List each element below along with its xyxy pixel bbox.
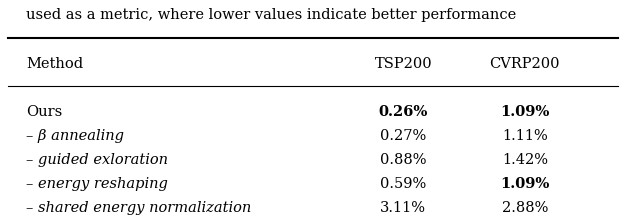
Text: – guided exloration: – guided exloration <box>26 153 168 167</box>
Text: 0.27%: 0.27% <box>380 129 426 143</box>
Text: Method: Method <box>26 57 83 71</box>
Text: TSP200: TSP200 <box>374 57 432 71</box>
Text: 1.11%: 1.11% <box>502 129 548 143</box>
Text: 1.09%: 1.09% <box>500 177 550 191</box>
Text: 0.59%: 0.59% <box>380 177 426 191</box>
Text: 1.42%: 1.42% <box>502 153 548 167</box>
Text: 3.11%: 3.11% <box>380 201 426 215</box>
Text: – β annealing: – β annealing <box>26 129 124 143</box>
Text: 2.88%: 2.88% <box>502 201 548 215</box>
Text: used as a metric, where lower values indicate better performance: used as a metric, where lower values ind… <box>26 8 516 22</box>
Text: – shared energy normalization: – shared energy normalization <box>26 201 252 215</box>
Text: 1.09%: 1.09% <box>500 105 550 119</box>
Text: – energy reshaping: – energy reshaping <box>26 177 168 191</box>
Text: Ours: Ours <box>26 105 63 119</box>
Text: 0.26%: 0.26% <box>379 105 428 119</box>
Text: CVRP200: CVRP200 <box>490 57 560 71</box>
Text: 0.88%: 0.88% <box>380 153 426 167</box>
